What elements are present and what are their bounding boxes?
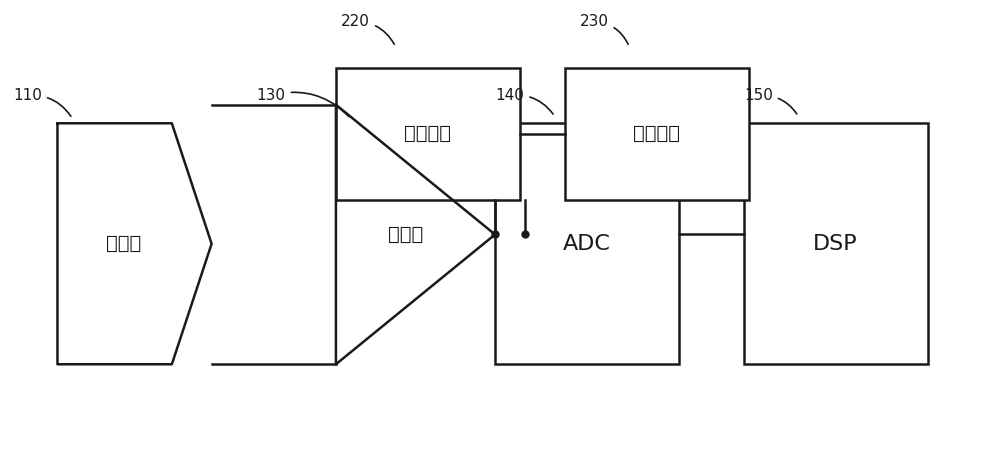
Text: DSP: DSP	[813, 234, 858, 254]
Polygon shape	[336, 105, 495, 364]
Text: 130: 130	[257, 88, 349, 117]
Text: 调零电路: 调零电路	[404, 124, 451, 143]
Text: 230: 230	[580, 14, 628, 44]
Text: 信号源: 信号源	[106, 234, 141, 253]
Polygon shape	[57, 123, 212, 364]
Bar	[565, 68, 749, 200]
Text: 控制电路: 控制电路	[633, 124, 680, 143]
Text: ADC: ADC	[563, 234, 611, 254]
Text: 140: 140	[496, 88, 553, 114]
Text: 220: 220	[341, 14, 394, 45]
Text: 110: 110	[13, 88, 71, 116]
Text: 放大器: 放大器	[388, 225, 423, 244]
Bar	[336, 68, 520, 200]
Bar	[744, 123, 928, 364]
Text: 150: 150	[744, 88, 797, 114]
Bar	[495, 123, 679, 364]
